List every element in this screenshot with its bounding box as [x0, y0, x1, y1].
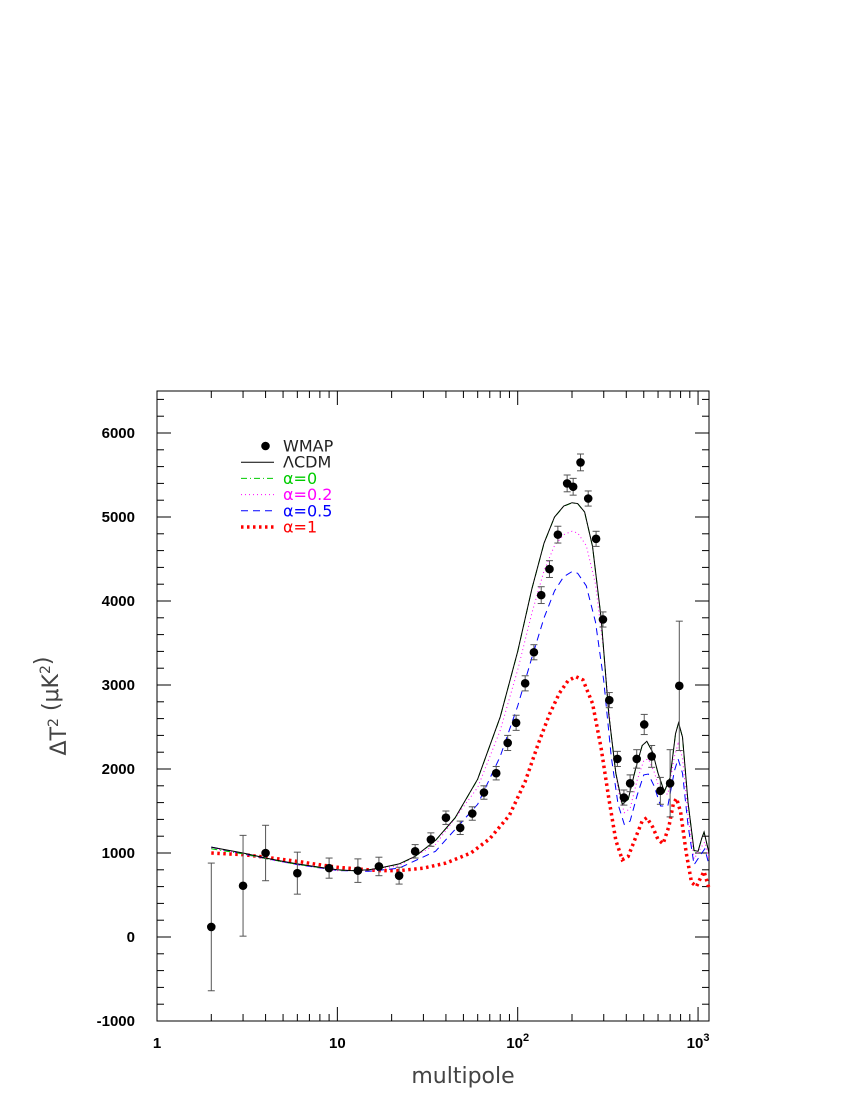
wmap-point [674, 681, 684, 691]
wmap-point [503, 738, 512, 748]
y-tick-label: 2000 [102, 761, 135, 778]
wmap-point [553, 530, 563, 539]
legend-label: α=1 [283, 518, 317, 537]
y-axis-label: ΔT2 (μK2) [31, 657, 72, 756]
wmap-point [426, 835, 436, 844]
wmap-point [491, 768, 501, 778]
wmap-point [583, 494, 593, 503]
legend-marker [261, 441, 270, 451]
y-tick-label: -1000 [97, 1013, 135, 1030]
legend-label: WMAP [283, 437, 334, 456]
y-tick-label: 5000 [102, 509, 135, 526]
wmap-point [293, 868, 302, 878]
curve-α=1 [211, 674, 711, 890]
legend-label: α=0.2 [283, 485, 332, 504]
wmap-point [545, 564, 554, 574]
wmap-point [455, 823, 465, 833]
y-tick-label: 4000 [102, 593, 135, 610]
wmap-point [441, 813, 451, 823]
wmap-point [206, 922, 216, 932]
wmap-point [568, 482, 578, 492]
legend-label: α=0.5 [283, 501, 332, 520]
x-tick-label: 10 [329, 1035, 346, 1052]
wmap-point [324, 863, 334, 873]
wmap-point [619, 793, 629, 802]
x-axis-ticks: 1 10 102 103 [153, 391, 710, 1052]
wmap-point [410, 847, 420, 856]
wmap-point [394, 871, 404, 880]
wmap-point [625, 778, 635, 788]
legend-label: α=0 [283, 469, 317, 488]
y-tick-label: 6000 [102, 425, 135, 442]
wmap-point [374, 862, 384, 871]
x-tick-label: 103 [687, 1032, 710, 1052]
x-axis-label: multipole [411, 1064, 514, 1089]
wmap-point [656, 786, 665, 796]
wmap-point [467, 809, 477, 818]
wmap-point [598, 615, 608, 624]
wmap-point [536, 590, 546, 600]
wmap-point [665, 778, 675, 788]
wmap-point [529, 647, 539, 657]
wmap-point [576, 458, 585, 467]
y-tick-label: 1000 [102, 845, 135, 862]
wmap-point [261, 848, 270, 858]
y-tick-label: 0 [127, 929, 135, 946]
wmap-point [520, 679, 530, 688]
wmap-data-points [206, 453, 684, 992]
wmap-point [613, 754, 622, 764]
wmap-point [632, 754, 642, 764]
curve-ΛCDM [211, 502, 710, 872]
x-tick-label: 1 [153, 1035, 161, 1052]
wmap-point [511, 718, 521, 728]
y-tick-label: 3000 [102, 677, 135, 694]
wmap-point [591, 534, 601, 544]
wmap-point [647, 752, 656, 761]
y-axis-ticks: -1000 0 1000 2000 3000 4000 5000 6000 [97, 398, 709, 1030]
wmap-point [479, 788, 489, 797]
wmap-point [639, 720, 649, 729]
curve-α=0 [211, 502, 710, 872]
wmap-point [604, 695, 614, 705]
plot-frame [156, 390, 710, 1022]
curve-α=0.2 [211, 530, 710, 872]
x-tick-label: 102 [506, 1032, 529, 1052]
wmap-point [353, 866, 363, 875]
curve-α=0.5 [211, 571, 710, 872]
wmap-point [238, 881, 248, 891]
legend-label: ΛCDM [283, 453, 331, 472]
